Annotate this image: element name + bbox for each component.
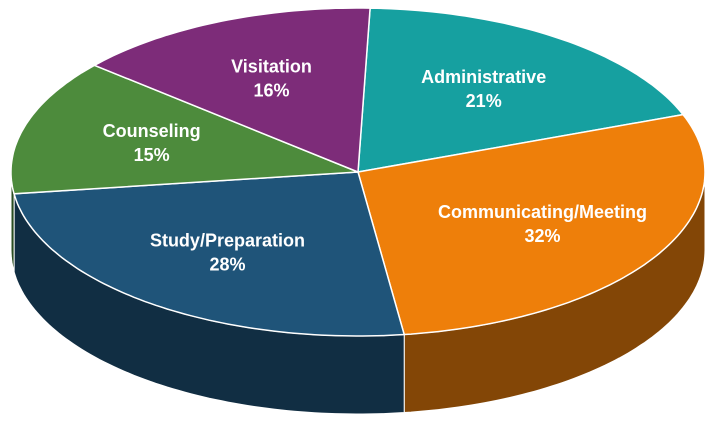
slice-value: 21% <box>466 91 502 111</box>
slice-label: Counseling <box>103 121 201 141</box>
slice <box>10 64 359 195</box>
slice-value: 15% <box>134 145 170 165</box>
slice-value: 32% <box>525 226 561 246</box>
slice <box>357 113 706 336</box>
slice-label: Communicating/Meeting <box>438 202 647 222</box>
slice <box>357 7 685 173</box>
slice-label: Visitation <box>231 57 312 77</box>
slice-label: Administrative <box>421 67 546 87</box>
slice <box>13 171 406 337</box>
slice-value: 28% <box>209 255 245 275</box>
slice-value: 16% <box>253 81 289 101</box>
slice-label: Study/Preparation <box>150 231 305 251</box>
slice <box>92 7 371 174</box>
